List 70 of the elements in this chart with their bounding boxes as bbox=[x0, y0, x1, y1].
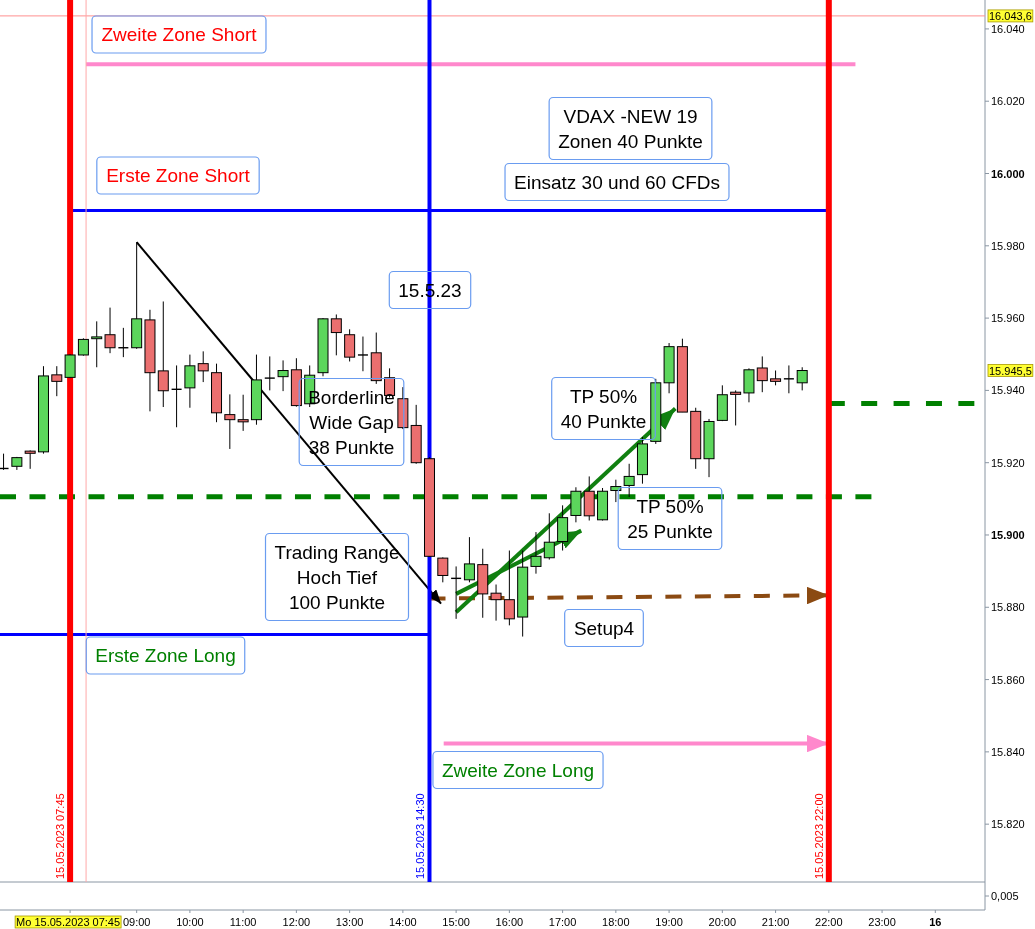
candlestick bbox=[264, 355, 276, 391]
x-tick-label: 19:00 bbox=[655, 916, 683, 928]
candlestick bbox=[24, 449, 36, 470]
candlestick bbox=[344, 328, 356, 362]
candlestick bbox=[503, 550, 515, 626]
candlestick bbox=[437, 556, 449, 583]
y-tick-label: 15.820 bbox=[991, 818, 1025, 831]
candlestick bbox=[184, 354, 196, 409]
x-tick-label: 10:00 bbox=[176, 916, 204, 928]
candlestick bbox=[237, 394, 249, 432]
y-tick-label: 15.980 bbox=[991, 239, 1025, 252]
ref-line-label: 15.05.2023 14:30 bbox=[414, 793, 427, 879]
candlestick bbox=[330, 313, 342, 356]
candlestick bbox=[224, 393, 236, 450]
y-tick-label: 15.920 bbox=[991, 456, 1025, 469]
text: 0,005 bbox=[991, 890, 1019, 902]
candlestick bbox=[783, 364, 795, 394]
candlestick bbox=[743, 367, 755, 403]
candlestick bbox=[357, 336, 369, 372]
x-tick-label: 11:00 bbox=[229, 916, 257, 928]
x-tick-label: 12:00 bbox=[282, 916, 311, 928]
y-tick-label: 16.000 bbox=[991, 167, 1025, 180]
candlestick bbox=[51, 365, 63, 397]
annotation: Zweite Zone Long bbox=[441, 759, 595, 781]
x-tick-label: 13:00 bbox=[335, 916, 364, 928]
y-tick-label: 15.880 bbox=[991, 601, 1025, 614]
y-tick-label: 16.040 bbox=[991, 22, 1025, 35]
x-tick-label: 18:00 bbox=[602, 916, 630, 928]
candlestick bbox=[530, 531, 542, 575]
candlestick bbox=[157, 300, 169, 408]
annotation: Erste Zone Long bbox=[95, 645, 236, 666]
candlestick bbox=[543, 512, 555, 561]
annotation: Trading Range Hoch Tief 100 Punkte bbox=[274, 541, 400, 613]
annotation: Zweite Zone Short bbox=[101, 24, 258, 45]
candlestick bbox=[557, 504, 569, 552]
annotation: TP 50% 25 Punkte bbox=[627, 495, 713, 542]
candlestick bbox=[91, 320, 103, 368]
x-tick-label: 16:00 bbox=[495, 916, 524, 928]
annotation: VDAX -NEW 19 Zonen 40 Punkte bbox=[558, 105, 703, 152]
ref-line-label: 15.05.2023 22:00 bbox=[812, 793, 825, 879]
x-tick-label: 20:00 bbox=[708, 916, 737, 928]
candlestick bbox=[277, 359, 289, 392]
candlestick bbox=[610, 479, 622, 503]
y-tick-label: 15.840 bbox=[991, 745, 1025, 758]
x-tick-label: 22:00 bbox=[815, 916, 843, 928]
annotation: Erste Zone Short bbox=[106, 165, 251, 186]
x-tick-label: 15:00 bbox=[442, 916, 470, 928]
y-tick-label: 15.940 bbox=[991, 384, 1025, 397]
x-tick-label: 17:00 bbox=[548, 916, 577, 928]
y-tick-label: 16.020 bbox=[991, 95, 1025, 108]
annotation: Setup4 bbox=[573, 617, 635, 639]
x-tick-label: 14:00 bbox=[389, 916, 417, 928]
x-tick-label: 16 bbox=[929, 916, 942, 928]
annotation: Einsatz 30 und 60 CFDs bbox=[514, 171, 720, 193]
candlestick bbox=[756, 355, 768, 393]
candlestick bbox=[490, 584, 502, 622]
ref-line-label: 15.05.2023 07:45 bbox=[54, 793, 67, 879]
candlestick bbox=[463, 536, 475, 583]
y-tick-label: 15.960 bbox=[991, 312, 1025, 325]
x-tick-label: 09:00 bbox=[122, 916, 151, 928]
x-tick-label: 21:00 bbox=[761, 916, 790, 928]
y-tick-label: 15.860 bbox=[991, 673, 1025, 686]
candlestick bbox=[730, 389, 742, 426]
x-tick-label: 23:00 bbox=[868, 916, 896, 928]
candlestick bbox=[796, 366, 808, 391]
candlestick bbox=[104, 307, 116, 354]
y-tick-label: 15.900 bbox=[991, 528, 1025, 541]
candlestick bbox=[623, 463, 635, 498]
candlestick bbox=[197, 350, 209, 383]
annotation: TP 50% 40 Punkte bbox=[560, 385, 647, 432]
